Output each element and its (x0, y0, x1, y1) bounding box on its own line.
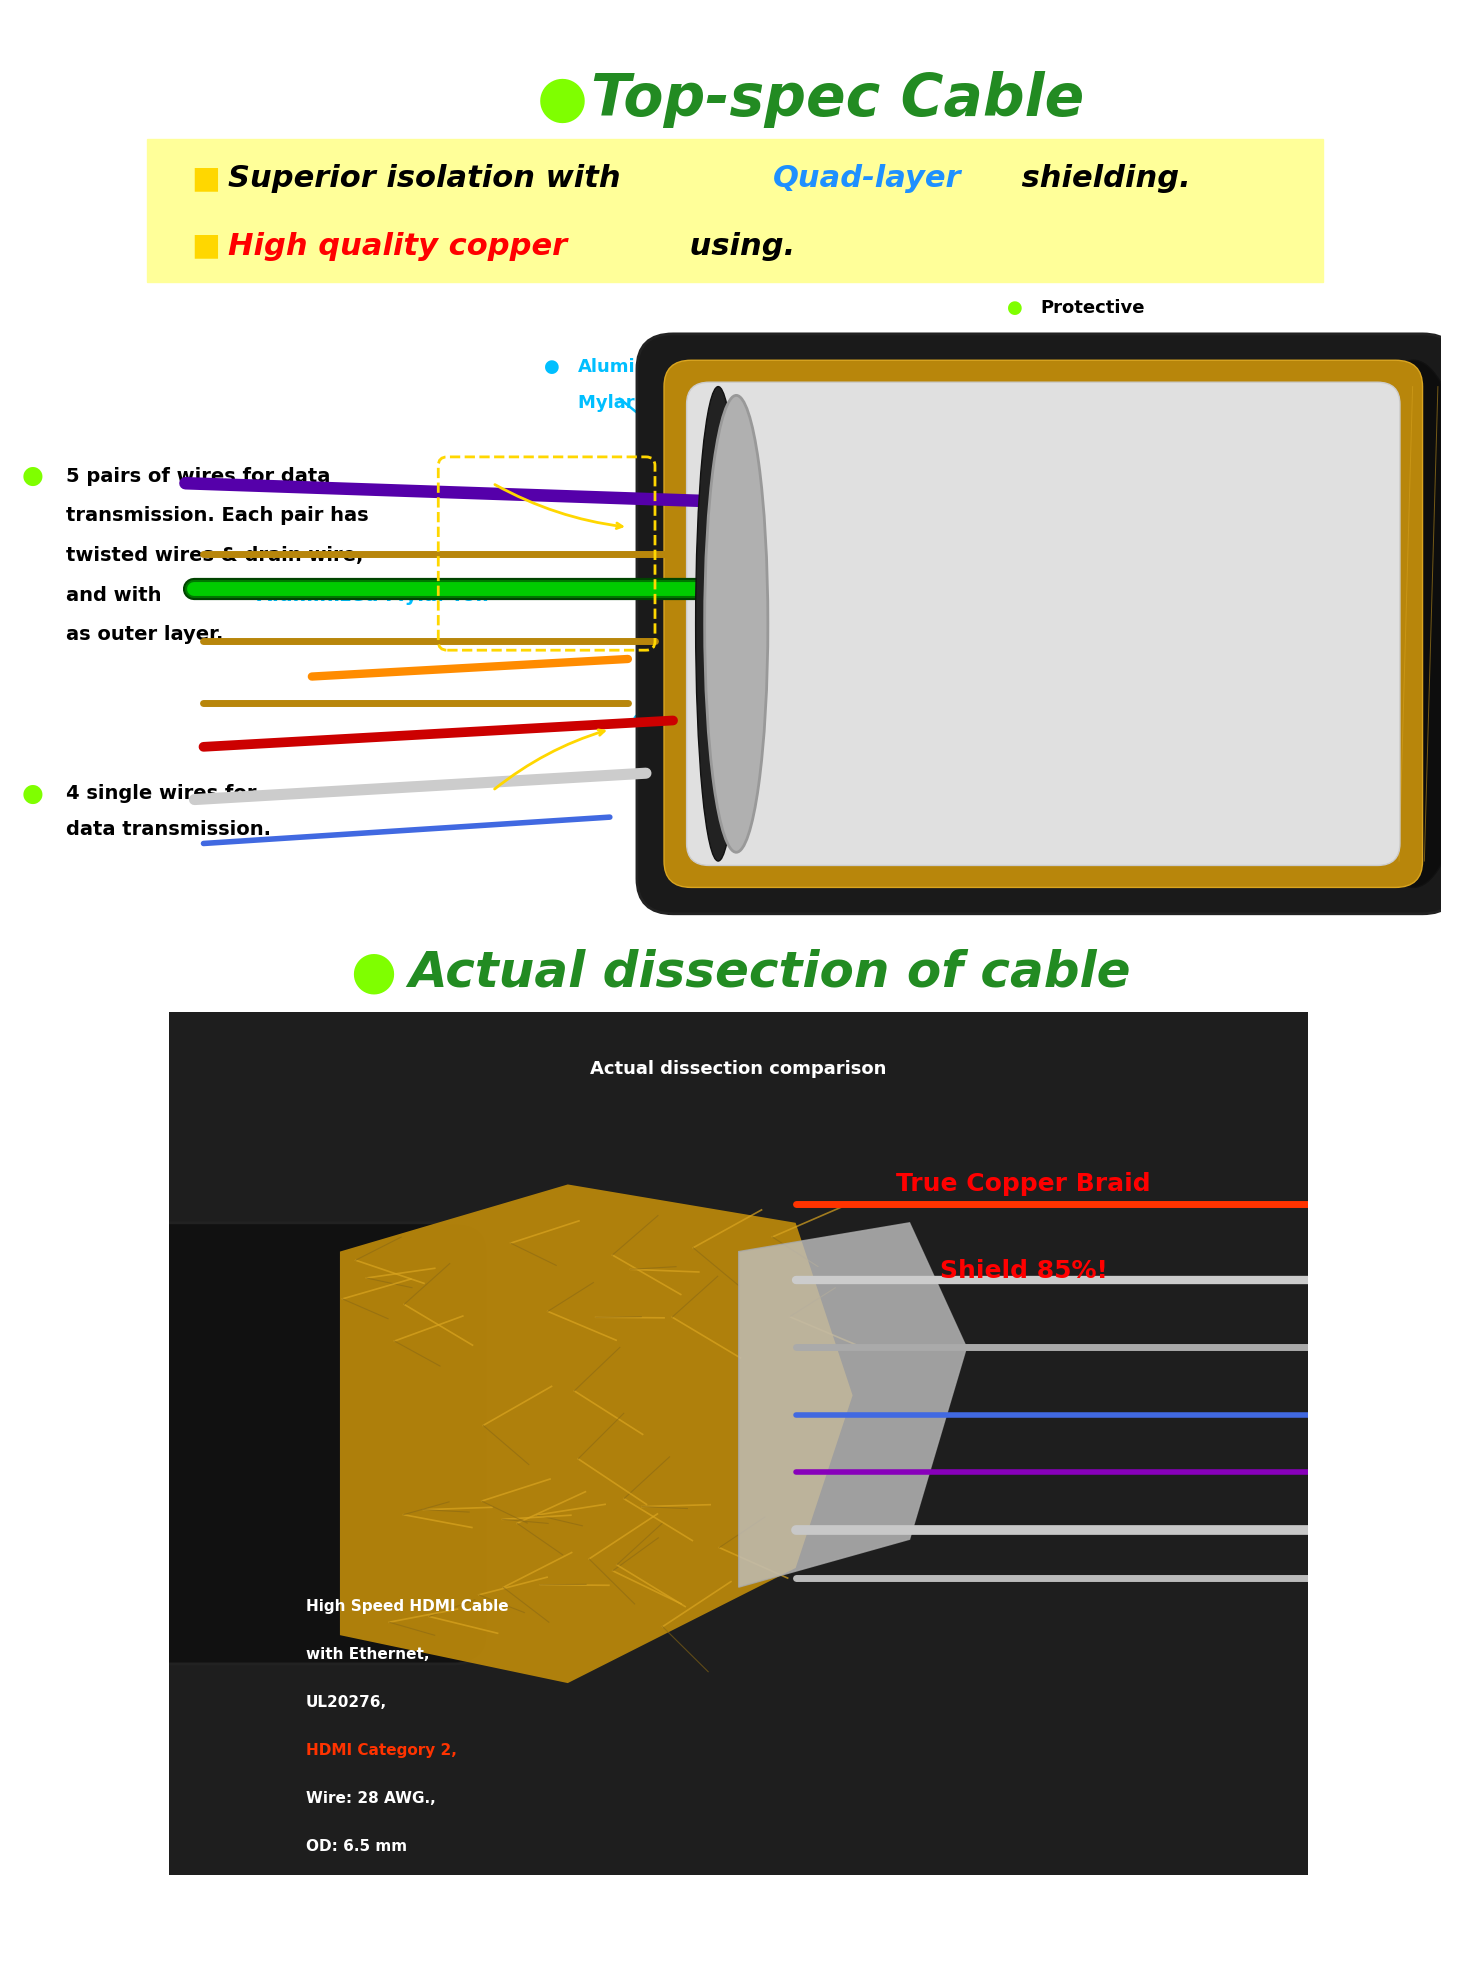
Text: Aluminized Mylar foil: Aluminized Mylar foil (257, 585, 490, 605)
FancyBboxPatch shape (686, 383, 1399, 865)
Polygon shape (340, 1184, 853, 1682)
Text: as outer layer.: as outer layer. (66, 625, 223, 645)
Text: Protective: Protective (1041, 298, 1145, 317)
Text: Inner: Inner (664, 710, 717, 730)
Text: using.: using. (679, 232, 795, 260)
Text: Mylar foil: Mylar foil (664, 782, 760, 802)
Text: Superior isolation with: Superior isolation with (228, 165, 631, 192)
FancyBboxPatch shape (169, 1012, 1308, 1875)
Text: High Speed HDMI Cable: High Speed HDMI Cable (306, 1599, 509, 1613)
Text: True Copper Braid: True Copper Braid (897, 1173, 1151, 1196)
Text: ●: ● (1000, 585, 1016, 605)
Text: ●: ● (22, 464, 44, 488)
Polygon shape (738, 1222, 967, 1587)
Text: 5 pairs of wires for data: 5 pairs of wires for data (66, 466, 331, 486)
Text: Aluminized: Aluminized (578, 357, 689, 377)
Text: True copper Braid Shield: True copper Braid Shield (1033, 585, 1282, 605)
Text: Actual dissection comparison: Actual dissection comparison (591, 1059, 886, 1079)
Text: twisted wires & drain wire,: twisted wires & drain wire, (66, 546, 363, 565)
Text: Actual dissection of cable: Actual dissection of cable (409, 948, 1130, 996)
Text: High quality copper: High quality copper (228, 232, 567, 260)
Text: ●: ● (350, 946, 395, 998)
Text: data transmission.: data transmission. (66, 819, 270, 839)
Text: transmission. Each pair has: transmission. Each pair has (66, 506, 369, 526)
Text: ■: ■ (191, 165, 220, 192)
Text: OD: 6.5 mm: OD: 6.5 mm (306, 1839, 407, 1853)
FancyBboxPatch shape (147, 139, 1323, 282)
Text: ●: ● (544, 357, 560, 377)
Ellipse shape (704, 395, 767, 853)
Text: Top-spec Cable: Top-spec Cable (591, 71, 1085, 127)
Text: shielding rate is up: shielding rate is up (1092, 621, 1288, 641)
Text: with Ethernet,: with Ethernet, (306, 1647, 429, 1663)
FancyBboxPatch shape (637, 333, 1458, 915)
Text: UL20276,: UL20276, (306, 1694, 387, 1710)
Text: HDMI Category 2,: HDMI Category 2, (306, 1742, 457, 1758)
Text: and with: and with (66, 585, 169, 605)
Text: Aluminized: Aluminized (664, 746, 776, 766)
Text: PVC Jacket: PVC Jacket (1041, 333, 1150, 353)
Text: Quad-layer: Quad-layer (773, 165, 961, 192)
Ellipse shape (1345, 361, 1470, 887)
Text: Wire: 28 AWG.,: Wire: 28 AWG., (306, 1792, 435, 1805)
Text: 4 single wires for: 4 single wires for (66, 784, 257, 804)
Text: shielding.: shielding. (1011, 165, 1191, 192)
Text: Shield 85%!: Shield 85%! (939, 1258, 1107, 1284)
Text: ●: ● (632, 710, 648, 730)
Text: and: and (1033, 621, 1078, 641)
Text: ■: ■ (191, 232, 220, 260)
Ellipse shape (695, 387, 741, 861)
Text: Mylar foil: Mylar foil (578, 393, 673, 413)
FancyBboxPatch shape (664, 361, 1423, 887)
Text: to 85%: to 85% (1033, 657, 1104, 677)
FancyBboxPatch shape (135, 1222, 488, 1665)
Text: ●: ● (537, 71, 588, 127)
Text: ●: ● (1007, 298, 1023, 317)
Text: ●: ● (22, 782, 44, 806)
